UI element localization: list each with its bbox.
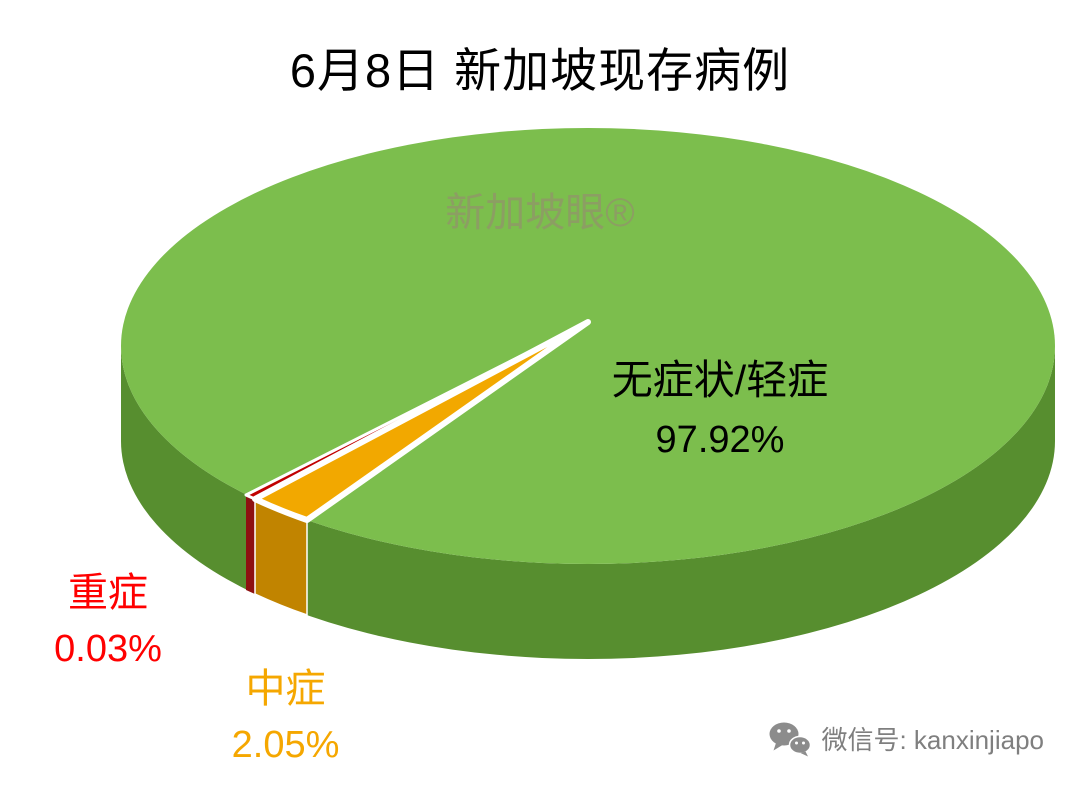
label-severe-pct: 0.03% [54, 628, 162, 670]
chart-title: 6月8日 新加坡现存病例 [289, 44, 791, 97]
label-moderate-name: 中症 [245, 667, 326, 711]
footer-credit: 微信号: kanxinjiapo [768, 720, 1044, 757]
label-mild-name: 无症状/轻症 [611, 357, 829, 403]
wechat-icon [769, 722, 812, 756]
pie-side-severe [246, 495, 255, 594]
pie-top-moderate [252, 319, 591, 523]
label-mild-pct: 97.92% [655, 418, 785, 461]
label-moderate: 中症 2.05% [198, 660, 373, 773]
label-mild: 无症状/轻症 97.92% [540, 350, 900, 469]
watermark: 新加坡眼® [445, 191, 635, 235]
pie-side-mild [121, 346, 1055, 659]
label-severe: 重症 0.03% [18, 564, 198, 677]
label-severe-name: 重症 [68, 571, 148, 615]
wechat-id: 微信号: kanxinjiapo [821, 725, 1044, 755]
label-moderate-pct: 2.05% [231, 724, 340, 766]
